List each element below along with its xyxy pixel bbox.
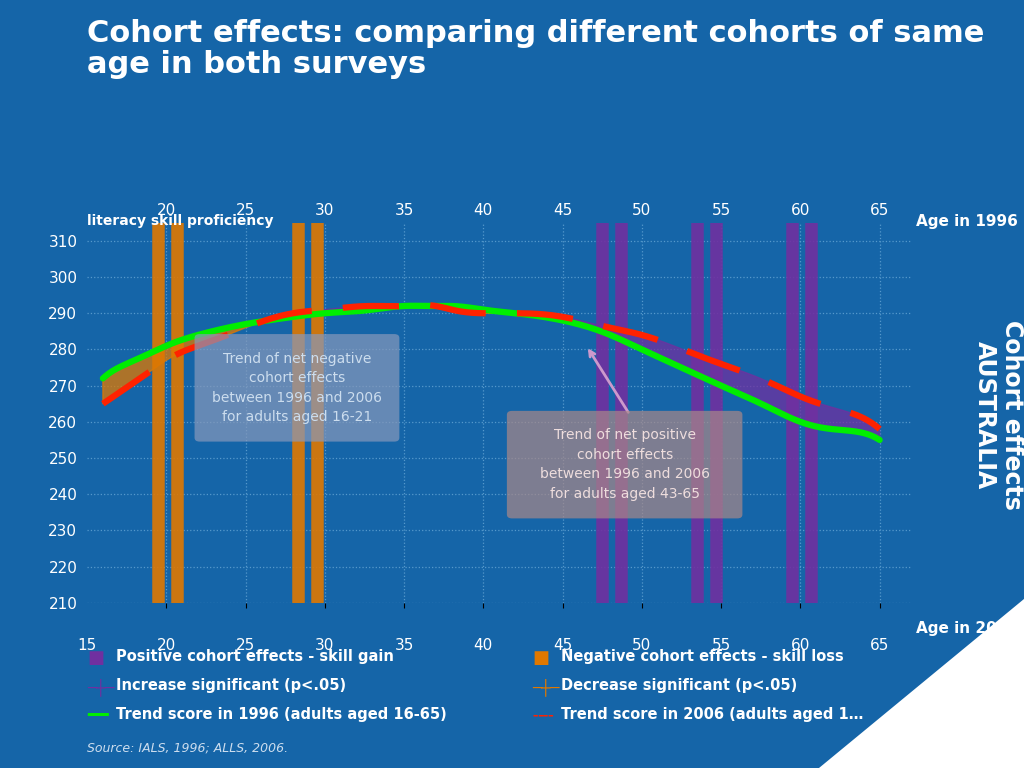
Text: Positive cohort effects - skill gain: Positive cohort effects - skill gain [116,649,393,664]
Text: Trend of net positive
cohort effects
between 1996 and 2006
for adults aged 43-65: Trend of net positive cohort effects bet… [540,429,710,501]
Text: Age in 2006: Age in 2006 [916,621,1019,636]
Text: ─┼─: ─┼─ [87,678,115,696]
Text: age in both surveys: age in both surveys [87,50,426,79]
Text: ─┼─: ─┼─ [532,678,560,696]
Text: Negative cohort effects - skill loss: Negative cohort effects - skill loss [561,649,844,664]
Text: Trend of net negative
cohort effects
between 1996 and 2006
for adults aged 16-21: Trend of net negative cohort effects bet… [212,352,382,424]
Text: Trend score in 2006 (adults aged 1…: Trend score in 2006 (adults aged 1… [561,707,863,723]
Text: Trend score in 1996 (adults aged 16-65): Trend score in 1996 (adults aged 16-65) [116,707,446,723]
Text: ■: ■ [532,649,550,667]
Text: Age in 1996: Age in 1996 [916,214,1018,229]
Text: Cohort effects
AUSTRALIA: Cohort effects AUSTRALIA [973,319,1024,510]
Text: ■: ■ [87,649,104,667]
Text: Decrease significant (p<.05): Decrease significant (p<.05) [561,678,798,694]
Text: literacy skill proficiency: literacy skill proficiency [87,214,273,227]
Text: Cohort effects: comparing different cohorts of same: Cohort effects: comparing different coho… [87,19,984,48]
Text: Increase significant (p<.05): Increase significant (p<.05) [116,678,346,694]
Text: ━━: ━━ [87,707,109,725]
Text: ╌╌: ╌╌ [532,707,554,725]
Text: Source: IALS, 1996; ALLS, 2006.: Source: IALS, 1996; ALLS, 2006. [87,741,288,754]
